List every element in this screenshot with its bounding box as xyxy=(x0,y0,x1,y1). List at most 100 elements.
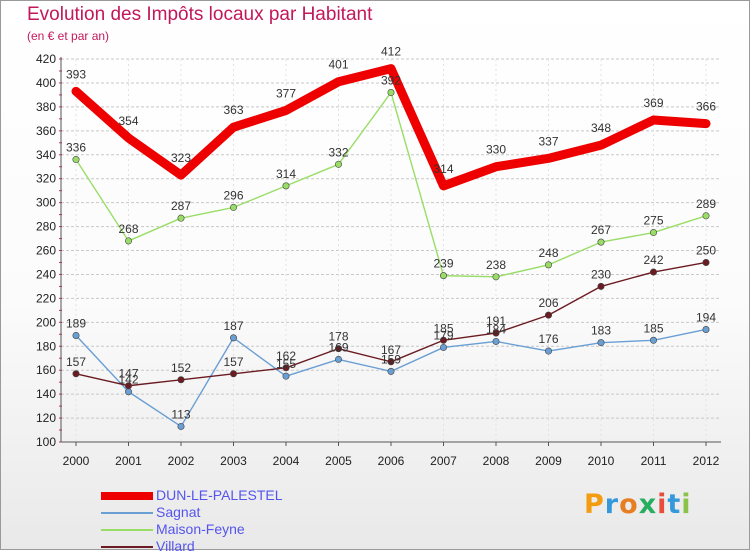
gridlines xyxy=(61,58,721,443)
data-label: 157 xyxy=(66,355,86,369)
y-tick-label: 200 xyxy=(36,315,56,329)
data-label: 242 xyxy=(643,253,663,267)
data-label: 287 xyxy=(171,199,191,213)
data-point xyxy=(125,382,133,390)
data-point xyxy=(334,355,342,363)
legend-label: Maison-Feyne xyxy=(156,521,245,537)
data-label: 162 xyxy=(276,349,296,363)
series-line-0 xyxy=(71,64,711,191)
data-label: 296 xyxy=(223,188,243,202)
legend-swatch xyxy=(101,492,153,500)
data-label: 113 xyxy=(171,407,190,421)
y-tick-label: 220 xyxy=(36,291,56,305)
series-lines xyxy=(71,64,711,430)
data-label: 412 xyxy=(381,45,401,59)
data-point xyxy=(125,388,133,396)
legend-swatch xyxy=(101,529,153,531)
y-tick-label: 240 xyxy=(36,267,56,281)
data-point xyxy=(544,347,552,355)
legend-label: Villard xyxy=(156,538,195,554)
data-point xyxy=(544,311,552,319)
y-tick-label: 420 xyxy=(36,52,56,66)
y-tick-label: 120 xyxy=(36,411,56,425)
data-label: 178 xyxy=(328,330,348,344)
logo-letter: P xyxy=(584,489,605,520)
data-point xyxy=(72,156,80,164)
y-tick-label: 400 xyxy=(36,76,56,90)
data-point xyxy=(702,325,710,333)
data-label: 275 xyxy=(643,214,663,228)
data-point xyxy=(649,336,657,344)
data-label: 267 xyxy=(591,223,611,237)
data-label: 366 xyxy=(696,100,716,114)
data-point xyxy=(72,331,80,339)
data-point xyxy=(230,334,238,342)
data-label: 314 xyxy=(433,162,453,176)
data-point xyxy=(282,364,290,372)
x-tick-label: 2006 xyxy=(378,454,405,468)
data-label: 330 xyxy=(486,143,506,157)
y-tick-label: 260 xyxy=(36,244,56,258)
y-tick-label: 340 xyxy=(36,148,56,162)
data-point xyxy=(177,376,185,384)
data-point xyxy=(597,238,605,246)
y-tick-label: 320 xyxy=(36,172,56,186)
x-tick-label: 2012 xyxy=(693,454,720,468)
data-label: 392 xyxy=(381,74,401,88)
chart-title: Evolution des Impôts locaux par Habitant xyxy=(27,4,373,25)
x-tick-label: 2000 xyxy=(63,454,90,468)
axes: 100 120 140 160 180 200 220 240 260 280 300 320 340 3… xyxy=(36,52,721,468)
data-label: 189 xyxy=(66,316,86,330)
x-tick-label: 2008 xyxy=(483,454,510,468)
data-label: 155 xyxy=(276,357,296,371)
data-label: 169 xyxy=(328,340,348,354)
data-label: 179 xyxy=(433,328,453,342)
x-tick-label: 2005 xyxy=(325,454,352,468)
data-label: 239 xyxy=(433,257,453,271)
data-label: 250 xyxy=(696,243,716,257)
data-label: 194 xyxy=(696,310,716,324)
data-point xyxy=(334,345,342,353)
data-point xyxy=(387,89,395,97)
data-point xyxy=(649,229,657,237)
data-label: 147 xyxy=(118,367,138,381)
data-point xyxy=(439,272,447,280)
data-point xyxy=(177,214,185,222)
logo-letter: r xyxy=(604,489,620,520)
legend-swatch xyxy=(101,546,153,548)
data-label: 238 xyxy=(486,258,506,272)
logo-letter: i xyxy=(657,489,668,520)
data-label: 185 xyxy=(433,321,453,335)
data-label: 230 xyxy=(591,267,611,281)
x-tick-label: 2003 xyxy=(220,454,247,468)
legend-label: DUN-LE-PALESTEL xyxy=(156,487,283,503)
data-label: 289 xyxy=(696,197,716,211)
data-label: 152 xyxy=(171,361,191,375)
y-tick-label: 280 xyxy=(36,220,56,234)
data-point xyxy=(177,422,185,430)
data-label: 159 xyxy=(381,352,401,366)
data-point xyxy=(282,182,290,190)
data-point xyxy=(230,370,238,378)
y-tick-label: 360 xyxy=(36,124,56,138)
logo-letter: o xyxy=(619,489,639,520)
data-label: 183 xyxy=(591,324,611,338)
data-label: 191 xyxy=(486,314,506,328)
data-labels: 393 354 323 363 377 401 412 314 330 337 348 369 366 1… xyxy=(66,45,716,422)
x-tick-label: 2004 xyxy=(273,454,300,468)
proxiti-logo: Proxiti xyxy=(584,489,692,520)
y-tick-label: 180 xyxy=(36,339,56,353)
x-tick-label: 2009 xyxy=(535,454,562,468)
y-tick-label: 300 xyxy=(36,196,56,210)
x-tick-label: 2007 xyxy=(430,454,457,468)
data-point xyxy=(72,370,80,378)
legend-swatch xyxy=(101,512,153,514)
data-point xyxy=(439,343,447,351)
data-point xyxy=(544,261,552,269)
data-label: 348 xyxy=(591,121,611,135)
data-point xyxy=(492,329,500,337)
data-label: 323 xyxy=(171,151,191,165)
data-point xyxy=(597,282,605,290)
